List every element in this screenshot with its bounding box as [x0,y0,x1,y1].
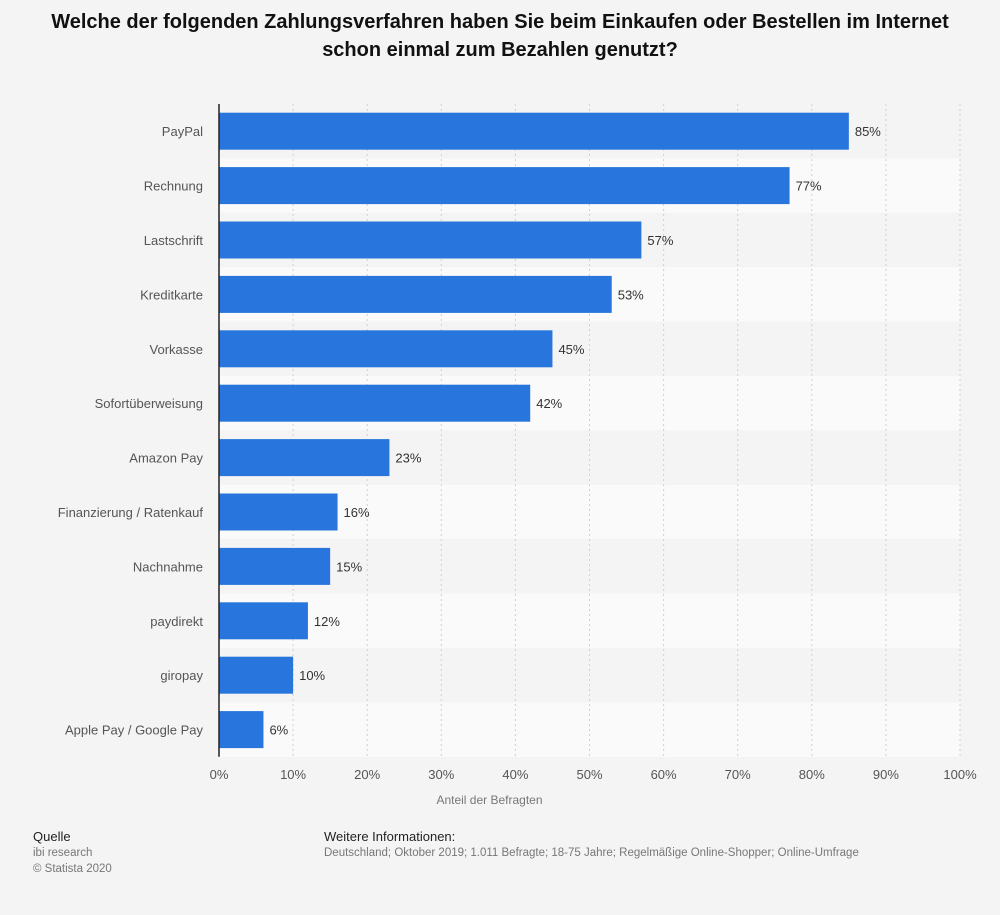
value-label: 15% [336,559,362,574]
value-label: 77% [796,179,822,194]
value-label: 53% [618,287,644,302]
bar [219,493,338,531]
x-tick-label: 60% [651,767,677,782]
category-label: Finanzierung / Ratenkauf [58,505,204,520]
bar [219,112,849,150]
x-tick-label: 20% [354,767,380,782]
chart-title: Welche der folgenden Zahlungsverfahren h… [51,11,949,61]
bar-chart: 85% PayPal 77% Rechnung 57% Lastschrift 53% Kre… [58,104,977,807]
bar [219,330,553,368]
source-block: Quelle ibi research © Statista 2020 [33,829,112,877]
x-tick-label: 50% [576,767,602,782]
info-text: Deutschland; Oktober 2019; 1.011 Befragt… [324,847,859,859]
bar [219,711,264,749]
bar [219,547,331,585]
source-title: Quelle [33,829,71,844]
source-name: ibi research [33,847,93,859]
x-tick-label: 0% [210,767,229,782]
x-tick-label: 100% [943,767,977,782]
value-label: 23% [395,451,421,466]
value-label: 57% [647,233,673,248]
bar [219,656,294,694]
category-label: Amazon Pay [129,451,203,466]
category-label: Rechnung [144,179,203,194]
bar [219,602,308,640]
category-label: Lastschrift [144,233,204,248]
value-label: 85% [855,124,881,139]
x-tick-label: 40% [502,767,528,782]
bar [219,439,390,477]
category-label: PayPal [162,124,203,139]
category-label: Apple Pay / Google Pay [65,723,204,738]
copyright: © Statista 2020 [33,863,112,875]
bar [219,275,612,313]
value-label: 42% [536,396,562,411]
category-label: paydirekt [150,614,203,629]
value-label: 45% [558,342,584,357]
x-tick-label: 90% [873,767,899,782]
x-axis-title: Anteil der Befragten [436,793,542,807]
value-label: 10% [299,668,325,683]
x-tick-label: 70% [725,767,751,782]
category-label: Kreditkarte [140,287,203,302]
bar [219,221,642,259]
info-block: Weitere Informationen: Deutschland; Okto… [324,829,859,861]
category-label: Sofortüberweisung [95,396,203,411]
x-tick-label: 80% [799,767,825,782]
bar [219,384,531,422]
value-label: 6% [269,723,288,738]
category-label: Vorkasse [150,342,203,357]
x-tick-label: 30% [428,767,454,782]
info-title: Weitere Informationen: [324,829,456,844]
category-label: giropay [160,668,203,683]
category-label: Nachnahme [133,559,203,574]
x-tick-label: 10% [280,767,306,782]
value-label: 12% [314,614,340,629]
value-label: 16% [344,505,370,520]
bar [219,167,790,205]
